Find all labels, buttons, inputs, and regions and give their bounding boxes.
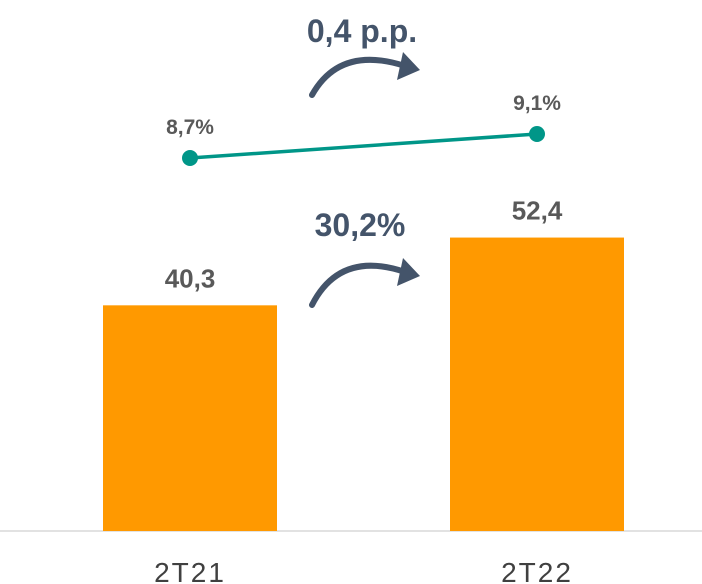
x-tick-label: 2T21 — [154, 557, 226, 584]
line-value-label: 8,7% — [166, 116, 214, 139]
bar-value-label: 52,4 — [512, 196, 563, 226]
bar-value-label: 40,3 — [165, 263, 216, 293]
line-point-2T21 — [182, 150, 198, 166]
line-series-path — [189, 132, 538, 160]
bar-growth-annotation: 30,2% — [315, 207, 406, 243]
line-value-label: 9,1% — [513, 92, 561, 115]
x-tick-label: 2T22 — [501, 557, 573, 584]
line-point-2T22 — [529, 126, 545, 142]
line-growth-arrow-icon — [309, 52, 420, 98]
bar-2T22 — [450, 237, 624, 531]
bar-2T21 — [103, 305, 277, 531]
bar-growth-arrow-icon — [309, 258, 420, 308]
line-growth-annotation: 0,4 p.p. — [307, 13, 417, 49]
